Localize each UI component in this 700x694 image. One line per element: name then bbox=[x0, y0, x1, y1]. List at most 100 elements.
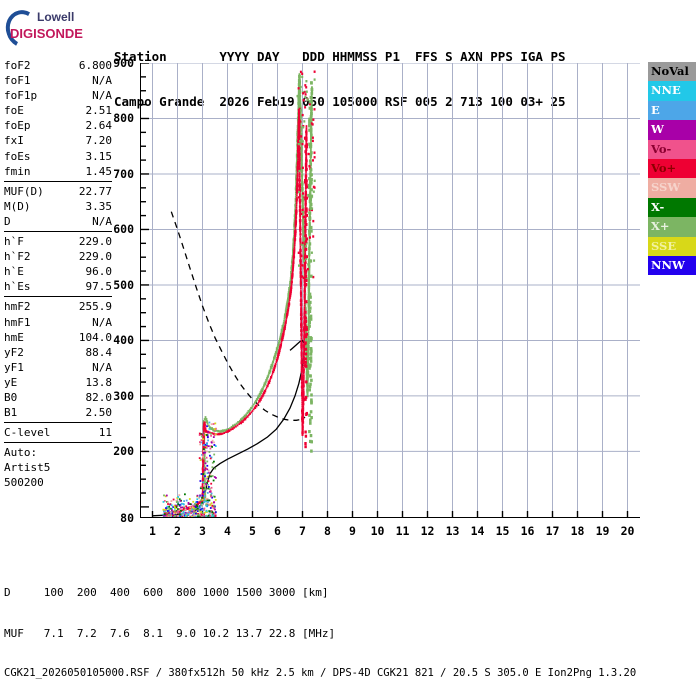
param-key: hmE bbox=[4, 330, 24, 345]
param-frequency-row: foF1p N/A bbox=[4, 88, 112, 103]
param-frequency-row: foEp 2.64 bbox=[4, 118, 112, 133]
x-tick-label: 11 bbox=[389, 524, 417, 538]
param-muf-row: MUF(D) 22.77 bbox=[4, 184, 112, 199]
param-value: N/A bbox=[92, 315, 112, 330]
param-group-clevel: C-level 11 bbox=[4, 425, 112, 440]
param-value: 3.15 bbox=[86, 149, 113, 164]
ionogram-parameter-panel: foF2 6.800 foF1 N/A foF1p N/A foE 2.51 foEp 2.64 f… bbox=[4, 58, 112, 491]
param-key: hmF1 bbox=[4, 315, 31, 330]
param-height-row: h`F2 229.0 bbox=[4, 249, 112, 264]
x-tick-label: 14 bbox=[464, 524, 492, 538]
footer-info: D 100 200 400 600 800 1000 1500 3000 [km… bbox=[4, 559, 636, 694]
param-frequency-row: fmin 1.45 bbox=[4, 164, 112, 179]
x-tick-label: 15 bbox=[489, 524, 517, 538]
param-key: yE bbox=[4, 375, 17, 390]
legend-item-sse[interactable]: SSE bbox=[648, 237, 696, 256]
legend-item-noval[interactable]: NoVal bbox=[648, 62, 696, 81]
footer-filename-row: CGK21_2026050105000.RSF / 380fx512h 50 k… bbox=[4, 667, 636, 681]
param-divider-4 bbox=[4, 422, 112, 423]
param-frequency-row: foE 2.51 bbox=[4, 103, 112, 118]
legend-item-nnw[interactable]: NNW bbox=[648, 256, 696, 275]
param-muf-row: M(D) 3.35 bbox=[4, 199, 112, 214]
param-key: h`Es bbox=[4, 279, 31, 294]
param-group-profile: hmF2 255.9 hmF1 N/A hmE 104.0 yF2 88.4 yF1 N/A yE 1… bbox=[4, 299, 112, 420]
x-tick-label: 1 bbox=[139, 524, 167, 538]
param-key: foEs bbox=[4, 149, 31, 164]
param-key: fmin bbox=[4, 164, 31, 179]
param-key: yF2 bbox=[4, 345, 24, 360]
param-auto-line: 500200 bbox=[4, 475, 112, 490]
param-profile-row: hmE 104.0 bbox=[4, 330, 112, 345]
param-value: 22.77 bbox=[79, 184, 112, 199]
param-key: yF1 bbox=[4, 360, 24, 375]
y-tick-label: 200 bbox=[100, 444, 134, 458]
header-column-row: Station YYYY DAY DDD HHMMSS P1 FFS S AXN… bbox=[114, 49, 566, 64]
param-divider-1 bbox=[4, 181, 112, 182]
x-tick-label: 19 bbox=[589, 524, 617, 538]
param-key: foF1p bbox=[4, 88, 37, 103]
param-key: MUF(D) bbox=[4, 184, 44, 199]
param-frequency-row: foF2 6.800 bbox=[4, 58, 112, 73]
polarization-legend[interactable]: NoVal NNE E W Vo- Vo+ SSW X- X+ SSE NNW bbox=[648, 62, 696, 275]
param-group-virtual-heights: h`F 229.0 h`F2 229.0 h`E 96.0 h`Es 97.5 bbox=[4, 234, 112, 294]
param-key: h`F2 bbox=[4, 249, 31, 264]
legend-item-e[interactable]: E bbox=[648, 101, 696, 120]
legend-item-x-[interactable]: X- bbox=[648, 198, 696, 217]
param-value: N/A bbox=[92, 73, 112, 88]
param-divider-2 bbox=[4, 231, 112, 232]
param-divider-3 bbox=[4, 296, 112, 297]
param-clevel-row: C-level 11 bbox=[4, 425, 112, 440]
legend-item-ssw[interactable]: SSW bbox=[648, 178, 696, 197]
param-profile-row: yF1 N/A bbox=[4, 360, 112, 375]
param-value: 229.0 bbox=[79, 249, 112, 264]
param-profile-row: B1 2.50 bbox=[4, 405, 112, 420]
param-key: D bbox=[4, 214, 11, 229]
param-group-frequencies: foF2 6.800 foF1 N/A foF1p N/A foE 2.51 foEp 2.64 f… bbox=[4, 58, 112, 179]
x-tick-label: 2 bbox=[164, 524, 192, 538]
y-tick-label: 900 bbox=[100, 56, 134, 70]
footer-muf-row: MUF 7.1 7.2 7.6 8.1 9.0 10.2 13.7 22.8 [… bbox=[4, 627, 636, 641]
x-tick-label: 6 bbox=[264, 524, 292, 538]
param-value: N/A bbox=[92, 360, 112, 375]
x-tick-label: 9 bbox=[339, 524, 367, 538]
param-height-row: h`E 96.0 bbox=[4, 264, 112, 279]
param-group-muf: MUF(D) 22.77 M(D) 3.35 D N/A bbox=[4, 184, 112, 229]
x-tick-label: 4 bbox=[214, 524, 242, 538]
param-profile-row: B0 82.0 bbox=[4, 390, 112, 405]
param-height-row: h`Es 97.5 bbox=[4, 279, 112, 294]
y-tick-label: 300 bbox=[100, 389, 134, 403]
param-profile-row: hmF2 255.9 bbox=[4, 299, 112, 314]
legend-item-nne[interactable]: NNE bbox=[648, 81, 696, 100]
x-tick-label: 17 bbox=[539, 524, 567, 538]
legend-item-x-[interactable]: X+ bbox=[648, 217, 696, 236]
param-key: foF2 bbox=[4, 58, 31, 73]
ionogram-plot[interactable] bbox=[140, 63, 640, 518]
param-profile-row: yE 13.8 bbox=[4, 375, 112, 390]
x-tick-label: 13 bbox=[439, 524, 467, 538]
param-key: foEp bbox=[4, 118, 31, 133]
param-key: M(D) bbox=[4, 199, 31, 214]
legend-item-vo-[interactable]: Vo- bbox=[648, 140, 696, 159]
x-tick-label: 18 bbox=[564, 524, 592, 538]
param-key: foF1 bbox=[4, 73, 31, 88]
param-key: h`E bbox=[4, 264, 24, 279]
y-tick-label: 600 bbox=[100, 222, 134, 236]
logo-digisonde-text: DIGISONDE bbox=[10, 26, 83, 41]
param-value: 11 bbox=[99, 425, 112, 440]
param-value: 7.20 bbox=[86, 133, 113, 148]
legend-item-vo-[interactable]: Vo+ bbox=[648, 159, 696, 178]
param-key: B0 bbox=[4, 390, 17, 405]
legend-item-w[interactable]: W bbox=[648, 120, 696, 139]
param-profile-row: hmF1 N/A bbox=[4, 315, 112, 330]
param-frequency-row: foEs 3.15 bbox=[4, 149, 112, 164]
param-value: 255.9 bbox=[79, 299, 112, 314]
param-key: foE bbox=[4, 103, 24, 118]
y-tick-label: 500 bbox=[100, 278, 134, 292]
param-key: C-level bbox=[4, 425, 50, 440]
param-frequency-row: foF1 N/A bbox=[4, 73, 112, 88]
param-key: fxI bbox=[4, 133, 24, 148]
y-tick-label: 400 bbox=[100, 333, 134, 347]
logo-lowell-text: Lowell bbox=[37, 10, 74, 24]
x-tick-label: 5 bbox=[239, 524, 267, 538]
lowell-digisonde-logo: Lowell DIGISONDE bbox=[4, 8, 100, 44]
